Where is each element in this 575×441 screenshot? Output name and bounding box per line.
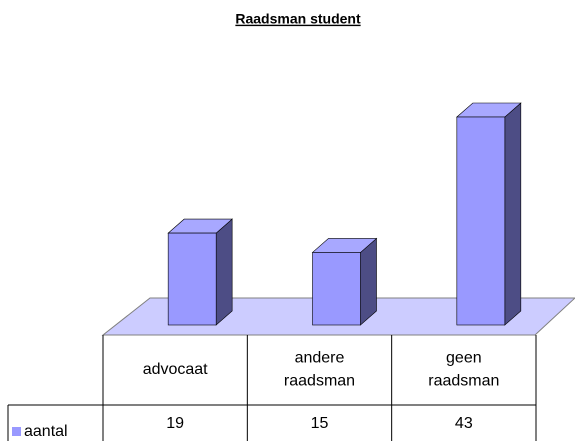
- legend-swatch: [12, 427, 21, 436]
- bar-side: [360, 237, 377, 326]
- legend-label: aantal: [24, 423, 68, 440]
- value-label: 43: [455, 415, 473, 432]
- bar-front: [312, 252, 361, 326]
- category-label: andere raadsman: [284, 350, 355, 390]
- bar-front: [167, 232, 217, 326]
- bar-side: [504, 102, 522, 326]
- bar: [311, 237, 378, 326]
- bar-side: [215, 218, 233, 326]
- bar: [167, 218, 233, 326]
- chart-title: Raadsman student: [235, 11, 361, 27]
- category-label: geen raadsman: [428, 350, 499, 390]
- bar-front: [456, 116, 506, 326]
- category-label: advocaat: [143, 361, 208, 378]
- value-label: 19: [166, 415, 184, 432]
- value-label: 15: [311, 415, 329, 432]
- bar: [456, 102, 522, 326]
